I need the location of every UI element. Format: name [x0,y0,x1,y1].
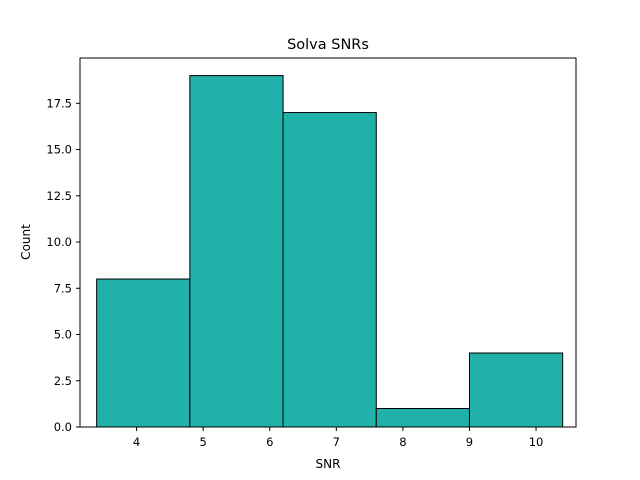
x-axis-ticks: 4 5 6 7 8 9 10 [133,427,543,449]
y-tick-label: 12.5 [46,189,72,203]
x-tick-label: 4 [133,435,140,449]
x-axis-label: SNR [316,457,341,471]
y-tick-label: 5.0 [54,328,72,342]
y-axis-label: Count [19,224,33,260]
x-tick-label: 6 [266,435,273,449]
y-tick-label: 0.0 [54,420,72,434]
chart-title: Solva SNRs [287,37,369,53]
y-tick-label: 7.5 [54,281,72,295]
y-axis-ticks: 0.0 2.5 5.0 7.5 10.0 12.5 15.0 17.5 [46,96,80,434]
histogram-bar-4 [375,408,470,428]
histogram-bar-1 [96,278,191,428]
y-tick-label: 15.0 [46,143,72,157]
x-tick-label: 5 [200,435,207,449]
histogram-bar-5 [468,352,564,428]
y-tick-label: 10.0 [46,235,72,249]
y-tick-label: 2.5 [54,374,72,388]
x-tick-label: 8 [399,435,406,449]
x-tick-label: 9 [466,435,473,449]
x-tick-label: 10 [529,435,544,449]
histogram-bar-2 [189,75,284,428]
bars-group [96,75,564,428]
histogram-bar-3 [282,112,377,428]
x-tick-label: 7 [333,435,340,449]
y-tick-label: 17.5 [46,96,72,110]
